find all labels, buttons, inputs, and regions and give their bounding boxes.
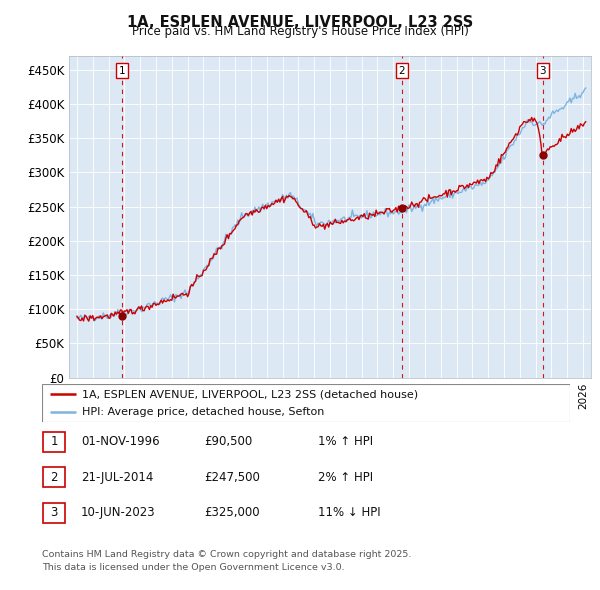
Text: 1% ↑ HPI: 1% ↑ HPI <box>318 435 373 448</box>
Text: 3: 3 <box>539 65 546 76</box>
Text: 1: 1 <box>118 65 125 76</box>
Text: 1A, ESPLEN AVENUE, LIVERPOOL, L23 2SS: 1A, ESPLEN AVENUE, LIVERPOOL, L23 2SS <box>127 15 473 30</box>
Text: £325,000: £325,000 <box>204 506 260 519</box>
Text: 21-JUL-2014: 21-JUL-2014 <box>81 471 154 484</box>
Text: £90,500: £90,500 <box>204 435 252 448</box>
Text: 3: 3 <box>50 506 58 519</box>
Text: HPI: Average price, detached house, Sefton: HPI: Average price, detached house, Seft… <box>82 407 324 417</box>
Text: 2% ↑ HPI: 2% ↑ HPI <box>318 471 373 484</box>
Text: Contains HM Land Registry data © Crown copyright and database right 2025.: Contains HM Land Registry data © Crown c… <box>42 550 412 559</box>
Text: 11% ↓ HPI: 11% ↓ HPI <box>318 506 380 519</box>
Text: 2: 2 <box>398 65 405 76</box>
Text: 01-NOV-1996: 01-NOV-1996 <box>81 435 160 448</box>
Text: 1A, ESPLEN AVENUE, LIVERPOOL, L23 2SS (detached house): 1A, ESPLEN AVENUE, LIVERPOOL, L23 2SS (d… <box>82 389 418 399</box>
Text: 10-JUN-2023: 10-JUN-2023 <box>81 506 155 519</box>
Text: This data is licensed under the Open Government Licence v3.0.: This data is licensed under the Open Gov… <box>42 563 344 572</box>
Text: 1: 1 <box>50 435 58 448</box>
Text: Price paid vs. HM Land Registry's House Price Index (HPI): Price paid vs. HM Land Registry's House … <box>131 25 469 38</box>
Text: £247,500: £247,500 <box>204 471 260 484</box>
Text: 2: 2 <box>50 471 58 484</box>
